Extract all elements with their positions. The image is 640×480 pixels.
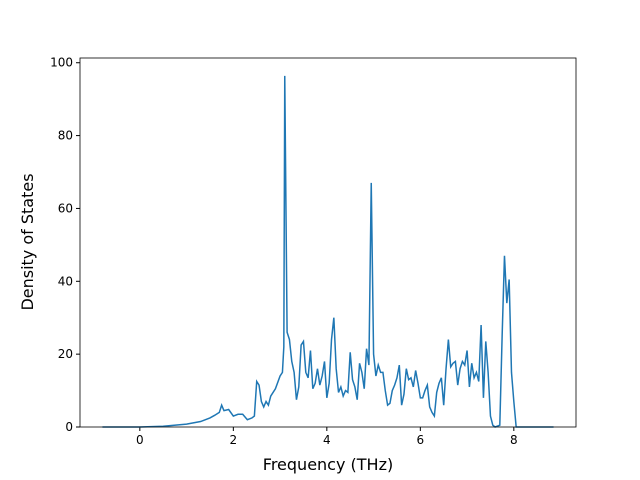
x-tick-label: 4: [323, 433, 331, 447]
y-tick-label: 20: [58, 347, 73, 361]
y-tick-label: 80: [58, 129, 73, 143]
x-tick-label: 0: [136, 433, 144, 447]
y-tick-label: 100: [50, 56, 73, 70]
x-axis-label: Frequency (THz): [263, 455, 393, 474]
data-line: [102, 75, 554, 428]
y-tick-label: 60: [58, 201, 73, 215]
x-tick-label: 8: [510, 433, 518, 447]
plot-frame: [79, 57, 577, 428]
y-tick-label: 40: [58, 274, 73, 288]
y-tick-label: 0: [65, 420, 73, 434]
y-axis-label: Density of States: [18, 173, 37, 310]
x-tick-label: 6: [417, 433, 425, 447]
x-tick-label: 2: [230, 433, 238, 447]
